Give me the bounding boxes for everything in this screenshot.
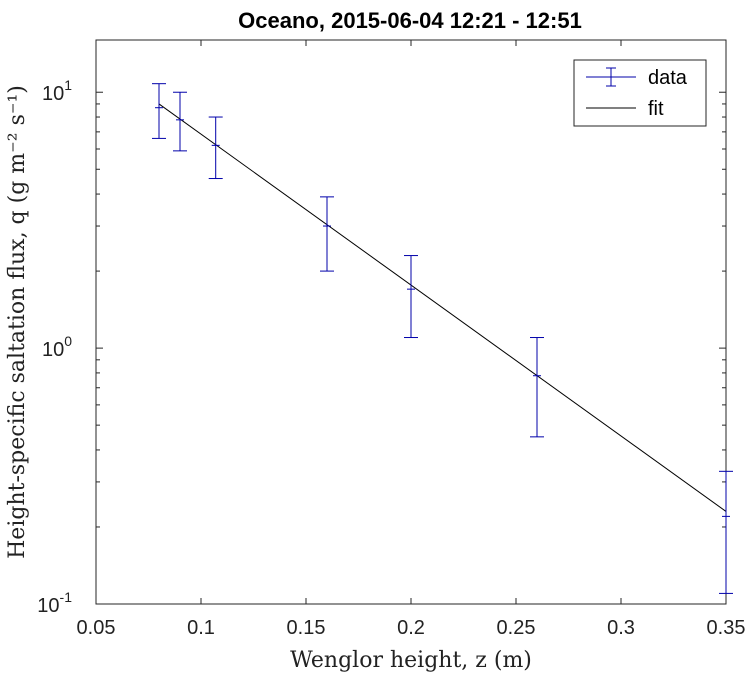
legend-entry-data: data: [586, 67, 688, 89]
data-point: [320, 196, 334, 272]
legend-entry-fit: fit: [586, 98, 664, 120]
x-tick-label: 0.35: [707, 617, 746, 639]
x-axis-tick-labels: 0.05 0.1 0.15 0.2 0.25 0.3 0.35: [77, 617, 746, 639]
y-axis-tick-labels: 10-1 100 101: [37, 77, 72, 617]
y-tick-label: 101: [42, 77, 72, 105]
legend: data fit: [573, 59, 707, 127]
x-tick-label: 0.25: [497, 617, 536, 639]
x-tick-label: 0.15: [287, 617, 326, 639]
data-point: [208, 116, 223, 180]
x-tick-label: 0.2: [397, 617, 425, 639]
x-axis-label: Wenglor height, z (m): [290, 648, 532, 673]
data-point: [404, 255, 418, 339]
y-tick-label: 100: [42, 333, 72, 361]
data-series: [152, 83, 733, 594]
x-tick-label: 0.1: [187, 617, 215, 639]
legend-box: [573, 59, 707, 127]
fit-series: [158, 103, 727, 512]
data-point: [152, 83, 166, 139]
data-point: [530, 337, 544, 438]
data-point: [173, 91, 187, 152]
chart-title: Oceano, 2015-06-04 12:21 - 12:51: [238, 8, 582, 33]
legend-label-fit: fit: [648, 98, 664, 120]
data-point: [719, 470, 733, 594]
x-tick-label: 0.05: [77, 617, 116, 639]
axis-ticks: [95, 40, 727, 605]
y-tick-label: 10-1: [37, 589, 72, 617]
y-axis-label: Height-specific saltation flux, q (g m⁻²…: [5, 85, 30, 559]
x-tick-label: 0.3: [607, 617, 635, 639]
legend-label-data: data: [648, 67, 688, 89]
fit-line: [158, 103, 727, 512]
